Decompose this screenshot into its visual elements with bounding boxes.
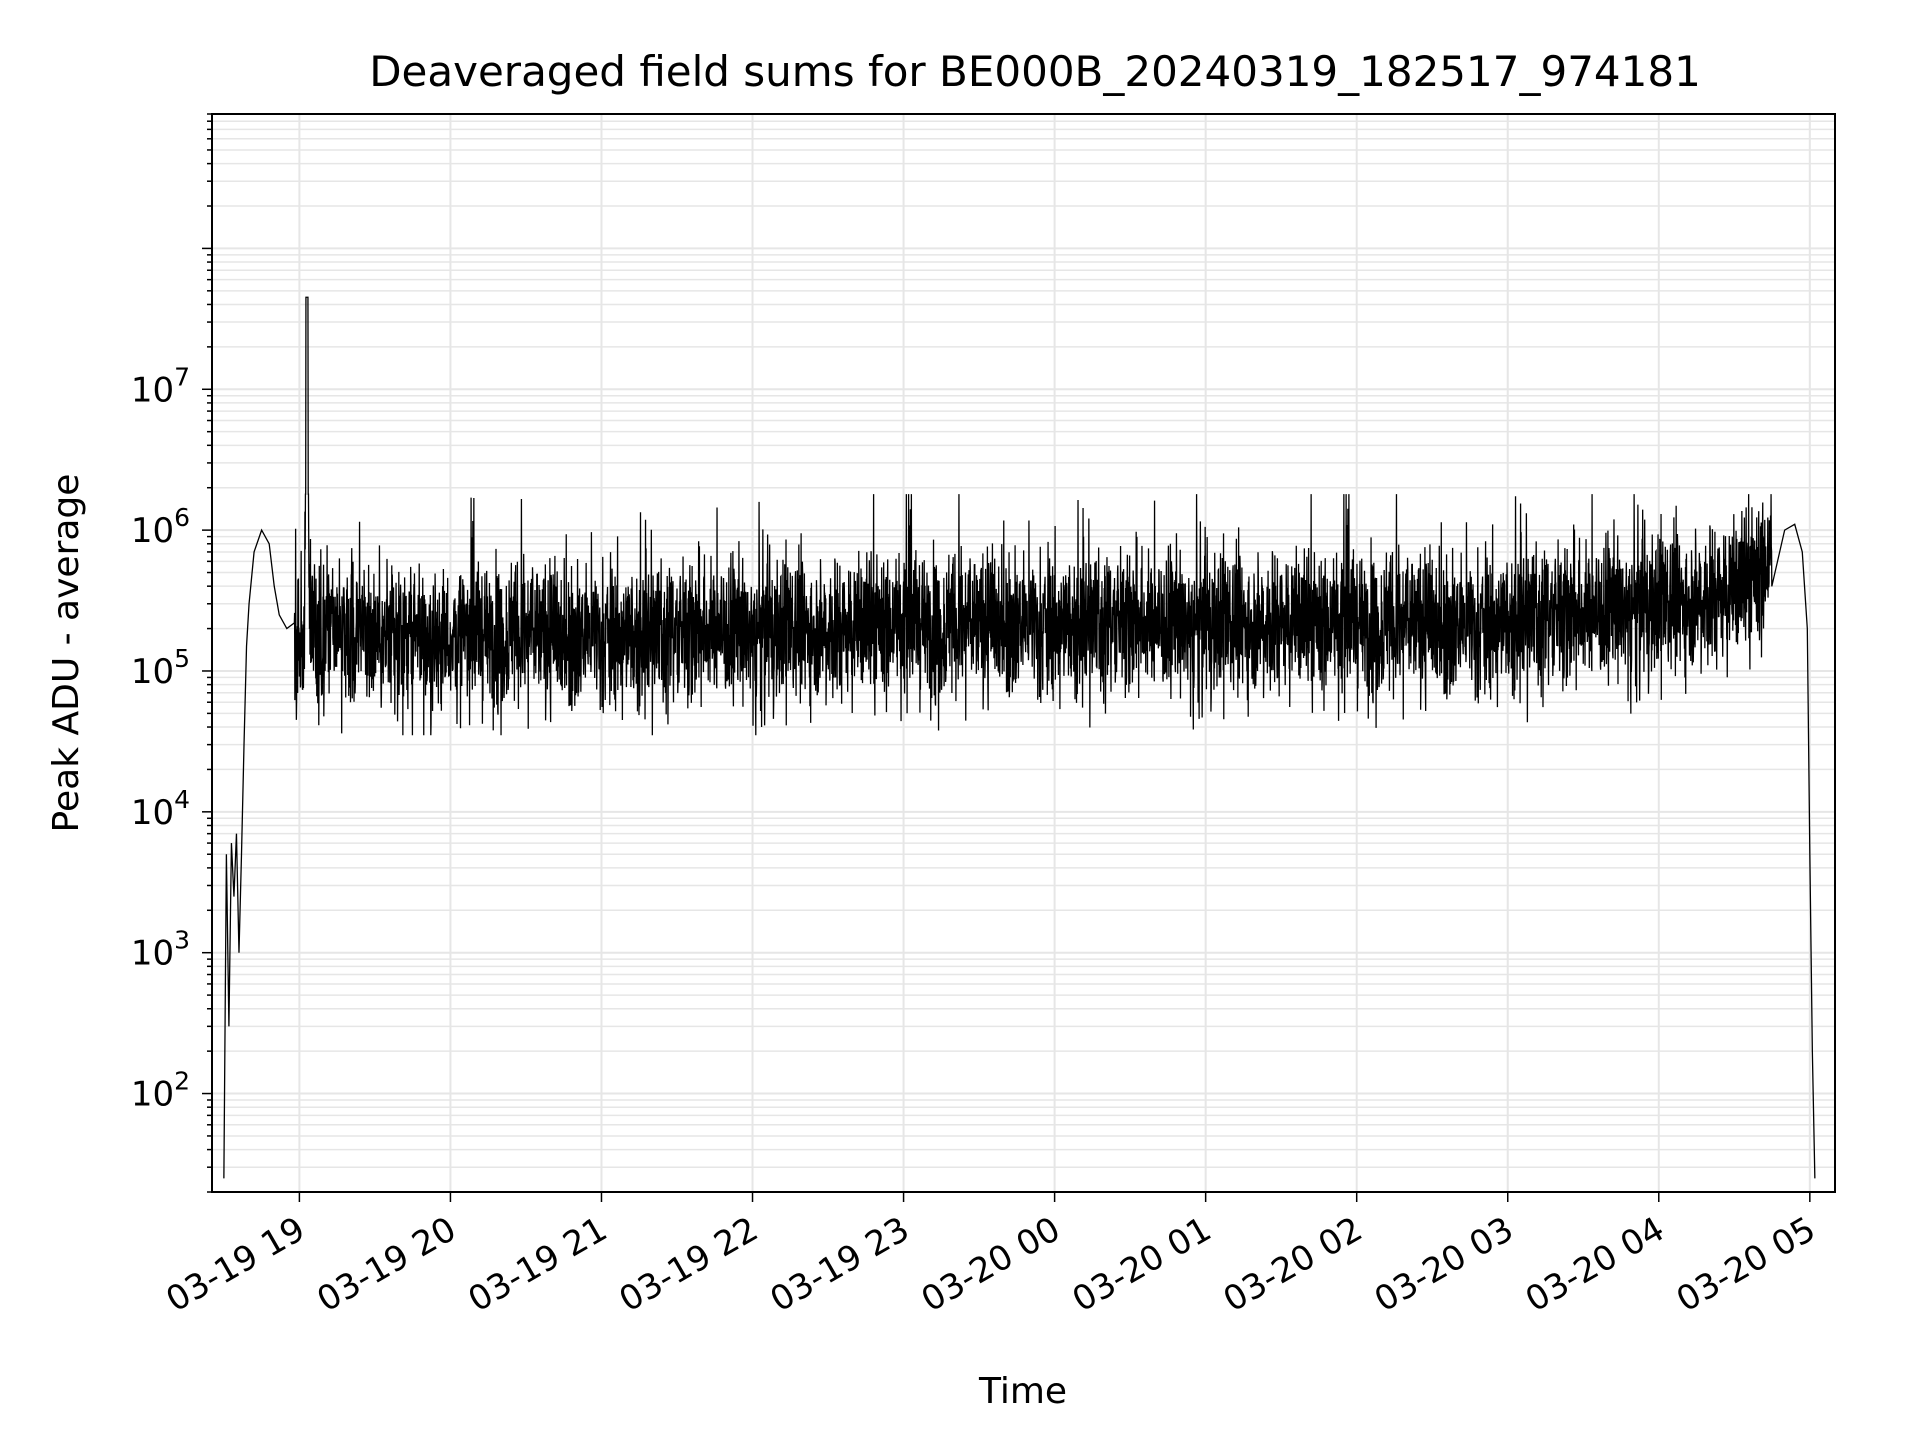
chart-title: Deaveraged field sums for BE000B_2024031… bbox=[369, 47, 1701, 96]
y-tick-label: 105 bbox=[131, 644, 190, 692]
y-tick-label: 106 bbox=[131, 503, 190, 551]
series-line bbox=[223, 296, 1816, 1179]
y-tick-label: 104 bbox=[131, 785, 190, 833]
y-axis-label: Peak ADU - average bbox=[46, 474, 87, 833]
series-layer bbox=[223, 296, 1816, 1179]
plot-frame bbox=[211, 113, 1836, 1193]
y-axis: 102 103 104 105 106 107 bbox=[131, 113, 212, 1193]
y-tick-label: 102 bbox=[131, 1067, 190, 1115]
y-tick-label: 103 bbox=[131, 926, 190, 974]
y-tick-label: 107 bbox=[131, 362, 190, 410]
series-group bbox=[223, 296, 1816, 1179]
x-axis-label: Time bbox=[978, 1371, 1067, 1412]
